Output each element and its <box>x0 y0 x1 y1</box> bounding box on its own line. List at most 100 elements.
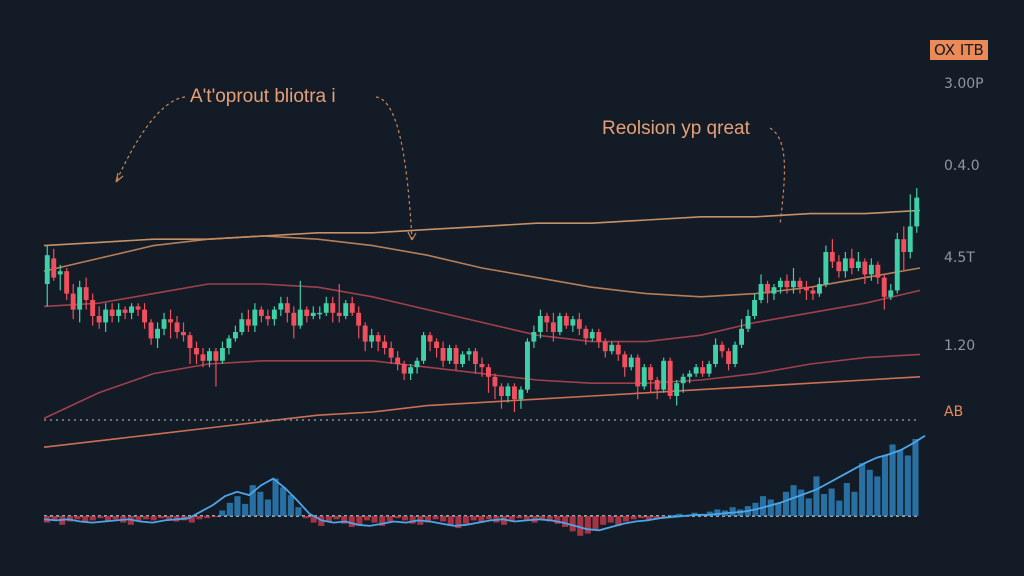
candle-body <box>661 360 667 390</box>
arrow-head <box>115 172 124 183</box>
candle-body <box>706 364 712 374</box>
candle-body <box>771 287 777 294</box>
histogram-bar <box>546 516 553 522</box>
histogram-bar <box>881 455 888 516</box>
candle-body <box>641 367 647 387</box>
candle-body <box>557 316 563 332</box>
candle-body <box>421 335 426 361</box>
histogram-bar <box>821 494 828 516</box>
candle-body <box>174 322 180 332</box>
indicator-label: AB <box>944 404 964 420</box>
indicator-signal-line <box>43 434 926 532</box>
histogram-bar <box>470 516 477 521</box>
candle-body <box>44 255 50 284</box>
candle-body <box>284 303 290 313</box>
candle-body <box>525 341 530 390</box>
candle-body <box>161 319 167 329</box>
candle-body <box>304 309 310 316</box>
candle-body <box>187 335 193 348</box>
candle-body <box>537 316 543 332</box>
candle-body <box>109 309 115 316</box>
histogram-bar <box>363 516 370 521</box>
histogram-bar <box>150 516 157 521</box>
candle-body <box>64 271 70 294</box>
histogram-bar <box>211 516 218 518</box>
histogram-bar <box>622 516 629 522</box>
candle-body <box>356 312 362 326</box>
histogram-bar <box>280 487 287 516</box>
candle-body <box>829 252 835 262</box>
histogram-bar <box>242 503 249 516</box>
candle-body <box>57 271 63 275</box>
candle-body <box>155 328 160 339</box>
histogram-bar <box>204 516 211 519</box>
candle-body <box>576 319 582 329</box>
candle-body <box>122 309 128 313</box>
histogram-bar <box>371 516 378 523</box>
candle-body <box>693 367 699 374</box>
histogram-bar <box>356 516 363 525</box>
histogram-bar <box>805 498 812 516</box>
histogram-bar <box>51 516 58 521</box>
annotation-text: A't'oprout bliotra i <box>190 86 336 107</box>
histogram-bar <box>348 516 355 527</box>
histogram-bar <box>569 516 576 532</box>
histogram-bar <box>447 516 454 526</box>
histogram-bar <box>158 516 165 519</box>
histogram-bar <box>112 516 119 520</box>
arrow-head <box>407 231 417 241</box>
candle-body <box>297 309 303 326</box>
candle-body <box>862 261 868 275</box>
y-tick-label: 1.20 <box>944 338 976 354</box>
annotation-arrow <box>115 96 186 183</box>
candle-body <box>596 332 602 342</box>
candle-body <box>382 341 388 348</box>
candle-body <box>271 309 277 320</box>
candle-body <box>531 332 537 342</box>
candle-body <box>103 309 109 323</box>
histogram-bar <box>432 516 439 520</box>
candle-body <box>570 319 576 326</box>
histogram-bar <box>859 463 866 516</box>
candle-body <box>875 264 881 278</box>
candle-body <box>336 312 342 316</box>
histogram-bar <box>668 514 675 516</box>
candle-body <box>628 357 634 368</box>
candle-body <box>868 264 874 275</box>
histogram-bar <box>485 516 492 520</box>
candle-body <box>207 351 212 361</box>
candle-body <box>622 354 628 368</box>
candle-body <box>440 348 446 361</box>
histogram-bar <box>135 516 142 522</box>
candle-body <box>460 354 465 364</box>
candle-body <box>758 284 764 300</box>
candle-body <box>77 287 83 310</box>
histogram-bar <box>234 496 241 516</box>
histogram-bar <box>386 516 393 522</box>
histogram-bar <box>333 516 340 520</box>
candle-body <box>116 309 122 316</box>
histogram-bar <box>523 516 530 521</box>
histogram-bar <box>600 516 607 525</box>
candle-body <box>680 376 686 384</box>
ticker-badge: OX ITB <box>930 40 988 60</box>
candle-body <box>907 226 913 252</box>
candle-body <box>739 328 744 345</box>
candle-body <box>654 380 660 390</box>
histogram-bar <box>706 511 713 516</box>
histogram-bar <box>714 509 721 516</box>
candle-body <box>83 287 89 300</box>
histogram-bar <box>82 516 89 523</box>
candle-body <box>369 335 375 342</box>
histogram-bar <box>74 516 81 520</box>
annotation-text: Reolsion yp qreat <box>602 118 750 139</box>
candle-body <box>291 312 297 326</box>
histogram-bar <box>638 516 645 519</box>
histogram-bar <box>912 439 919 516</box>
candle-body <box>401 364 407 374</box>
histogram-bar <box>767 499 774 516</box>
candle-body <box>343 303 349 316</box>
histogram-bar <box>729 507 736 516</box>
histogram-bar <box>165 516 172 520</box>
